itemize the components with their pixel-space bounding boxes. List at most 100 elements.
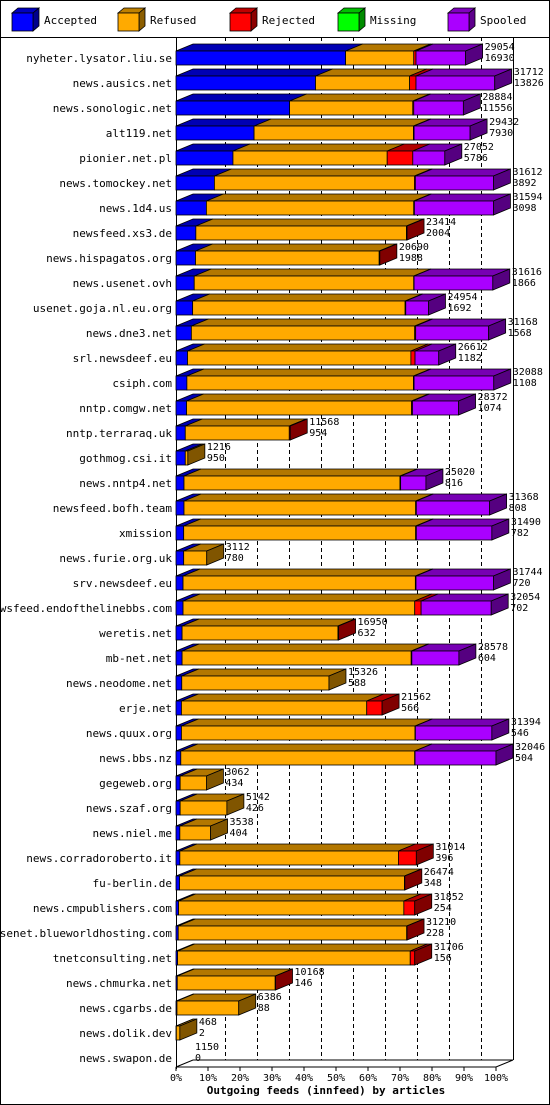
row-label: news.quux.org	[86, 727, 172, 740]
bar-side-spooled	[491, 718, 510, 741]
bar-segment-accepted	[175, 275, 195, 291]
bar-side-refused	[187, 443, 206, 466]
row-total-value: 16950	[358, 617, 388, 628]
bar-segment-refused	[182, 575, 416, 591]
bar-segment-spooled	[415, 525, 493, 541]
row-label: news.cmpublishers.com	[33, 902, 172, 915]
row-label: news.dolik.dev	[79, 1027, 172, 1040]
row-total-value: 1216	[207, 442, 231, 453]
row-total-value: 31210	[426, 917, 456, 928]
row-accepted-value: 0	[195, 1053, 201, 1064]
bar-segment-accepted	[175, 175, 215, 191]
row-label: news.dne3.net	[86, 327, 172, 340]
row-total-value: 27052	[464, 142, 494, 153]
row-accepted-value: 546	[511, 728, 529, 739]
bar-segment-spooled	[415, 325, 490, 341]
bar-top-refused	[183, 518, 433, 527]
bar-segment-accepted	[175, 525, 185, 541]
row-accepted-value: 566	[401, 703, 419, 714]
legend-label-spooled: Spooled	[480, 14, 526, 27]
row-total-value: 28578	[478, 642, 508, 653]
bar-side-rejected	[379, 243, 398, 266]
row-accepted-value: 396	[435, 853, 453, 864]
legend-label-refused: Refused	[150, 14, 196, 27]
row-accepted-value: 1568	[508, 328, 532, 339]
bar-top-refused	[195, 218, 424, 227]
bar-segment-refused	[186, 400, 412, 416]
row-label: news.hispagatos.org	[46, 252, 172, 265]
x-axis-title: Outgoing feeds (innfeed) by articles	[207, 1084, 445, 1097]
row-label: pionier.net.pl	[79, 152, 172, 165]
row-total-value: 3538	[230, 817, 254, 828]
bar-top-accepted	[175, 68, 333, 77]
row-label: news.niel.me	[93, 827, 172, 840]
row-label: fu-berlin.de	[93, 877, 172, 890]
x-tick-label: 20%	[231, 1073, 249, 1084]
row-accepted-value: 404	[230, 828, 248, 839]
row-label: srv.newsdeef.eu	[73, 577, 172, 590]
row-accepted-value: 1074	[478, 403, 502, 414]
bar-segment-accepted	[175, 500, 185, 516]
row-label: erje.net	[119, 702, 172, 715]
bar-segment-rejected	[386, 150, 414, 166]
row-accepted-value: 88	[258, 1003, 270, 1014]
bar-side-spooled	[493, 168, 511, 191]
bar-segment-refused	[176, 975, 276, 991]
row-total-value: 3062	[225, 767, 249, 778]
x-tick-label: 60%	[359, 1073, 377, 1084]
row-total-value: 28884	[482, 92, 512, 103]
bar-side-spooled	[490, 593, 509, 616]
row-label: news.swapon.de	[79, 1052, 172, 1065]
bar-segment-spooled	[411, 650, 460, 666]
row-label: news.chmurka.net	[66, 977, 172, 990]
bar-side-spooled	[493, 368, 512, 391]
bar-side-spooled	[491, 518, 510, 541]
row-total-value: 31612	[512, 167, 542, 178]
row-accepted-value: 504	[515, 753, 533, 764]
bar-top-refused	[186, 393, 429, 402]
row-label: gothmog.csi.it	[79, 452, 172, 465]
bar-segment-accepted	[175, 875, 180, 891]
bar-segment-spooled	[412, 150, 446, 166]
bar-side-spooled	[493, 193, 511, 216]
row-label: weretis.net	[99, 627, 172, 640]
bar-segment-refused	[179, 800, 228, 816]
row-accepted-value: 816	[445, 478, 463, 489]
bar-top-refused	[180, 743, 432, 752]
bar-segment-refused	[181, 650, 412, 666]
row-label: nntp.terraraq.uk	[66, 427, 172, 440]
bar-segment-accepted	[175, 75, 316, 91]
bar-segment-accepted	[175, 550, 185, 566]
bar-segment-spooled	[415, 500, 491, 516]
bar-segment-refused	[183, 475, 401, 491]
bar-top-refused	[179, 843, 416, 852]
row-total-value: 31712	[514, 67, 544, 78]
row-total-value: 23414	[426, 217, 456, 228]
row-label: usenet.blueworldhosting.com	[0, 927, 172, 940]
row-accepted-value: 954	[309, 428, 327, 439]
row-total-value: 26474	[424, 867, 454, 878]
row-accepted-value: 5786	[464, 153, 488, 164]
bar-segment-refused	[213, 175, 415, 191]
x-tick-label: 50%	[327, 1073, 345, 1084]
bar-segment-refused	[183, 500, 417, 516]
bar-segment-accepted	[175, 475, 185, 491]
row-label: news.1d4.us	[99, 202, 172, 215]
bar-side-refused	[226, 793, 245, 816]
bar-segment-refused	[183, 550, 208, 566]
bar-segment-refused	[187, 350, 412, 366]
bar-side-spooled	[458, 643, 477, 666]
row-total-value: 32088	[513, 367, 543, 378]
row-total-value: 21562	[401, 692, 431, 703]
row-label: news.furie.org.uk	[59, 552, 172, 565]
row-label: gegeweb.org	[99, 777, 172, 790]
bar-top-refused	[186, 368, 431, 377]
bar-side-spooled	[489, 493, 508, 516]
bar-top-refused	[214, 168, 432, 177]
bar-segment-accepted	[175, 675, 183, 691]
bar-side-spooled	[444, 143, 463, 166]
row-total-value: 31852	[434, 892, 464, 903]
row-accepted-value: 13826	[514, 78, 544, 89]
row-total-value: 31368	[509, 492, 539, 503]
bar-top-refused	[187, 343, 429, 352]
